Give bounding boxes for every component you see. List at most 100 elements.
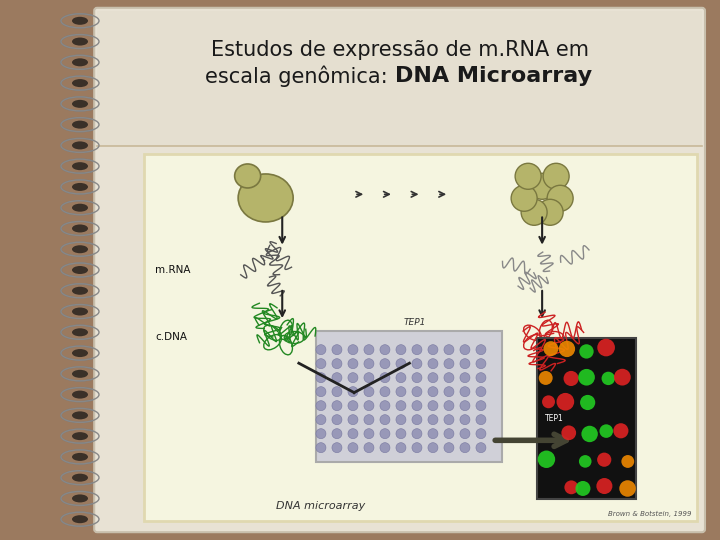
- Circle shape: [476, 373, 486, 383]
- Circle shape: [460, 415, 470, 424]
- Circle shape: [412, 401, 422, 410]
- Circle shape: [348, 443, 358, 453]
- Ellipse shape: [238, 174, 293, 222]
- Circle shape: [564, 371, 579, 386]
- Ellipse shape: [72, 474, 88, 482]
- Text: escala genômica:: escala genômica:: [205, 65, 395, 87]
- Circle shape: [428, 387, 438, 397]
- Ellipse shape: [61, 180, 99, 194]
- Ellipse shape: [72, 411, 88, 420]
- Ellipse shape: [61, 76, 99, 90]
- Circle shape: [316, 345, 326, 355]
- Ellipse shape: [61, 55, 99, 69]
- Circle shape: [564, 481, 578, 494]
- Circle shape: [380, 345, 390, 355]
- Circle shape: [476, 401, 486, 410]
- Circle shape: [364, 387, 374, 397]
- Ellipse shape: [72, 38, 88, 45]
- Circle shape: [316, 359, 326, 369]
- Ellipse shape: [61, 305, 99, 319]
- Circle shape: [332, 443, 342, 453]
- Circle shape: [428, 415, 438, 424]
- Text: TEP1: TEP1: [544, 414, 563, 423]
- Circle shape: [575, 481, 590, 496]
- Ellipse shape: [72, 162, 88, 170]
- FancyBboxPatch shape: [94, 8, 705, 532]
- Ellipse shape: [72, 370, 88, 378]
- Circle shape: [544, 341, 559, 356]
- Circle shape: [428, 401, 438, 410]
- Circle shape: [547, 185, 573, 211]
- Circle shape: [597, 453, 611, 467]
- Circle shape: [476, 359, 486, 369]
- Circle shape: [332, 429, 342, 438]
- Circle shape: [380, 443, 390, 453]
- Ellipse shape: [72, 58, 88, 66]
- Circle shape: [316, 401, 326, 410]
- Ellipse shape: [72, 141, 88, 150]
- Circle shape: [596, 478, 613, 494]
- Circle shape: [348, 373, 358, 383]
- Circle shape: [578, 369, 595, 386]
- Circle shape: [332, 415, 342, 424]
- Circle shape: [460, 345, 470, 355]
- Circle shape: [542, 395, 555, 408]
- Circle shape: [562, 426, 576, 440]
- Ellipse shape: [61, 35, 99, 49]
- Text: Estudos de expressão de m.RNA em: Estudos de expressão de m.RNA em: [211, 40, 589, 60]
- Circle shape: [332, 387, 342, 397]
- Circle shape: [619, 480, 636, 497]
- Circle shape: [364, 345, 374, 355]
- Circle shape: [364, 373, 374, 383]
- Ellipse shape: [61, 118, 99, 132]
- Circle shape: [348, 429, 358, 438]
- Ellipse shape: [72, 245, 88, 253]
- Circle shape: [444, 401, 454, 410]
- Circle shape: [444, 387, 454, 397]
- Circle shape: [579, 455, 592, 468]
- Circle shape: [444, 429, 454, 438]
- Circle shape: [511, 185, 537, 211]
- Circle shape: [460, 373, 470, 383]
- Circle shape: [444, 373, 454, 383]
- Circle shape: [316, 387, 326, 397]
- Bar: [144, 154, 697, 521]
- Ellipse shape: [72, 183, 88, 191]
- Circle shape: [380, 401, 390, 410]
- Circle shape: [316, 415, 326, 424]
- Circle shape: [364, 415, 374, 424]
- Ellipse shape: [72, 266, 88, 274]
- Ellipse shape: [72, 308, 88, 315]
- Circle shape: [444, 415, 454, 424]
- Circle shape: [332, 345, 342, 355]
- Circle shape: [396, 345, 406, 355]
- Circle shape: [428, 443, 438, 453]
- Circle shape: [460, 401, 470, 410]
- Circle shape: [364, 401, 374, 410]
- Bar: [536, 338, 636, 499]
- Circle shape: [614, 369, 631, 386]
- Circle shape: [380, 359, 390, 369]
- Circle shape: [396, 415, 406, 424]
- Ellipse shape: [72, 328, 88, 336]
- Circle shape: [613, 423, 629, 438]
- Circle shape: [348, 359, 358, 369]
- Circle shape: [348, 401, 358, 410]
- Ellipse shape: [72, 79, 88, 87]
- Ellipse shape: [72, 432, 88, 440]
- Circle shape: [380, 387, 390, 397]
- Text: TEP1: TEP1: [404, 318, 426, 327]
- Ellipse shape: [72, 453, 88, 461]
- Circle shape: [539, 371, 553, 385]
- Ellipse shape: [61, 284, 99, 298]
- Bar: [97, 11, 702, 146]
- Circle shape: [332, 359, 342, 369]
- Text: DNA microarray: DNA microarray: [276, 502, 366, 511]
- Circle shape: [460, 443, 470, 453]
- Circle shape: [380, 429, 390, 438]
- Ellipse shape: [72, 120, 88, 129]
- Circle shape: [559, 341, 575, 357]
- Circle shape: [600, 424, 613, 438]
- Ellipse shape: [72, 495, 88, 502]
- Circle shape: [580, 345, 594, 359]
